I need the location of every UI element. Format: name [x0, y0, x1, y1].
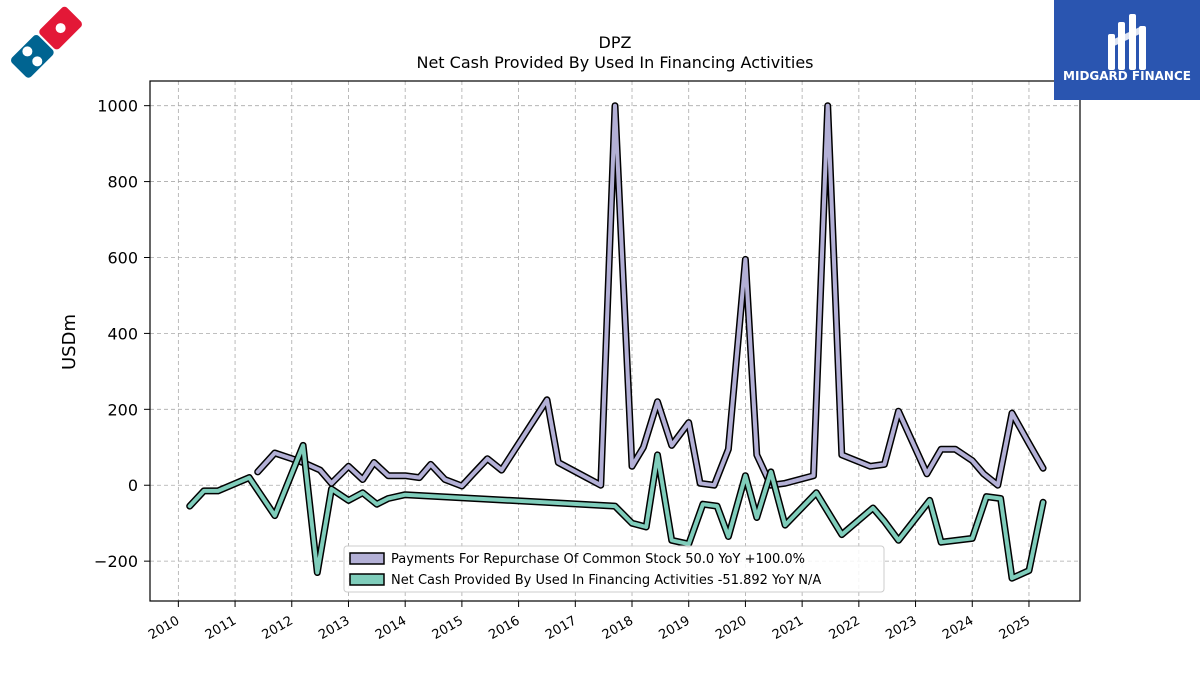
- x-tick-label: 2013: [316, 613, 352, 643]
- y-tick-label: 600: [107, 248, 138, 267]
- legend-swatch-repurchase: [349, 552, 385, 565]
- midgard-logo-icon: [1108, 14, 1146, 70]
- x-tick-label: 2017: [543, 613, 579, 643]
- x-tick-label: 2023: [883, 613, 919, 643]
- series-line-1: [187, 443, 1046, 581]
- x-tick-label: 2015: [430, 613, 466, 643]
- x-tick-label: 2019: [657, 613, 693, 643]
- x-tick-label: 2021: [770, 613, 806, 643]
- domino-tile-icon: [11, 6, 82, 78]
- legend-frame: [343, 545, 885, 593]
- legend: Payments For Repurchase Of Common Stock …: [343, 545, 885, 593]
- y-tick-label: 400: [107, 324, 138, 343]
- y-tick-label: 1000: [97, 97, 138, 116]
- x-tick-label: 2025: [997, 613, 1033, 643]
- brand-name: MIDGARD FINANCE: [1063, 69, 1191, 83]
- legend-label-repurchase: Payments For Repurchase Of Common Stock …: [391, 552, 805, 567]
- plot-frame: [149, 80, 1081, 602]
- y-axis-label: USDm: [59, 314, 80, 370]
- y-tick-label: 200: [107, 400, 138, 419]
- x-tick-label: 2010: [146, 613, 182, 643]
- y-tick-label: 800: [107, 173, 138, 192]
- legend-swatch-financing: [349, 573, 385, 586]
- x-tick-label: 2011: [203, 613, 239, 643]
- chart-subtitle: Net Cash Provided By Used In Financing A…: [416, 53, 813, 72]
- brand-background: [1054, 0, 1200, 100]
- x-tick-label: 2022: [827, 613, 863, 643]
- legend-label-financing: Net Cash Provided By Used In Financing A…: [391, 573, 821, 588]
- series-line-0: [255, 103, 1046, 488]
- x-tick-label: 2014: [373, 613, 409, 643]
- brand-watermark: MIDGARD FINANCE: [1054, 0, 1200, 100]
- x-tick-label: 2018: [600, 613, 636, 643]
- x-tick-label: 2024: [940, 613, 976, 643]
- y-tick-label: −200: [94, 552, 138, 571]
- chart-title: DPZ: [599, 33, 632, 52]
- x-tick-label: 2012: [260, 613, 296, 643]
- y-tick-label: 0: [128, 476, 138, 495]
- series-layer: [186, 102, 1047, 582]
- x-tick-label: 2020: [713, 613, 749, 643]
- x-tick-label: 2016: [486, 613, 522, 643]
